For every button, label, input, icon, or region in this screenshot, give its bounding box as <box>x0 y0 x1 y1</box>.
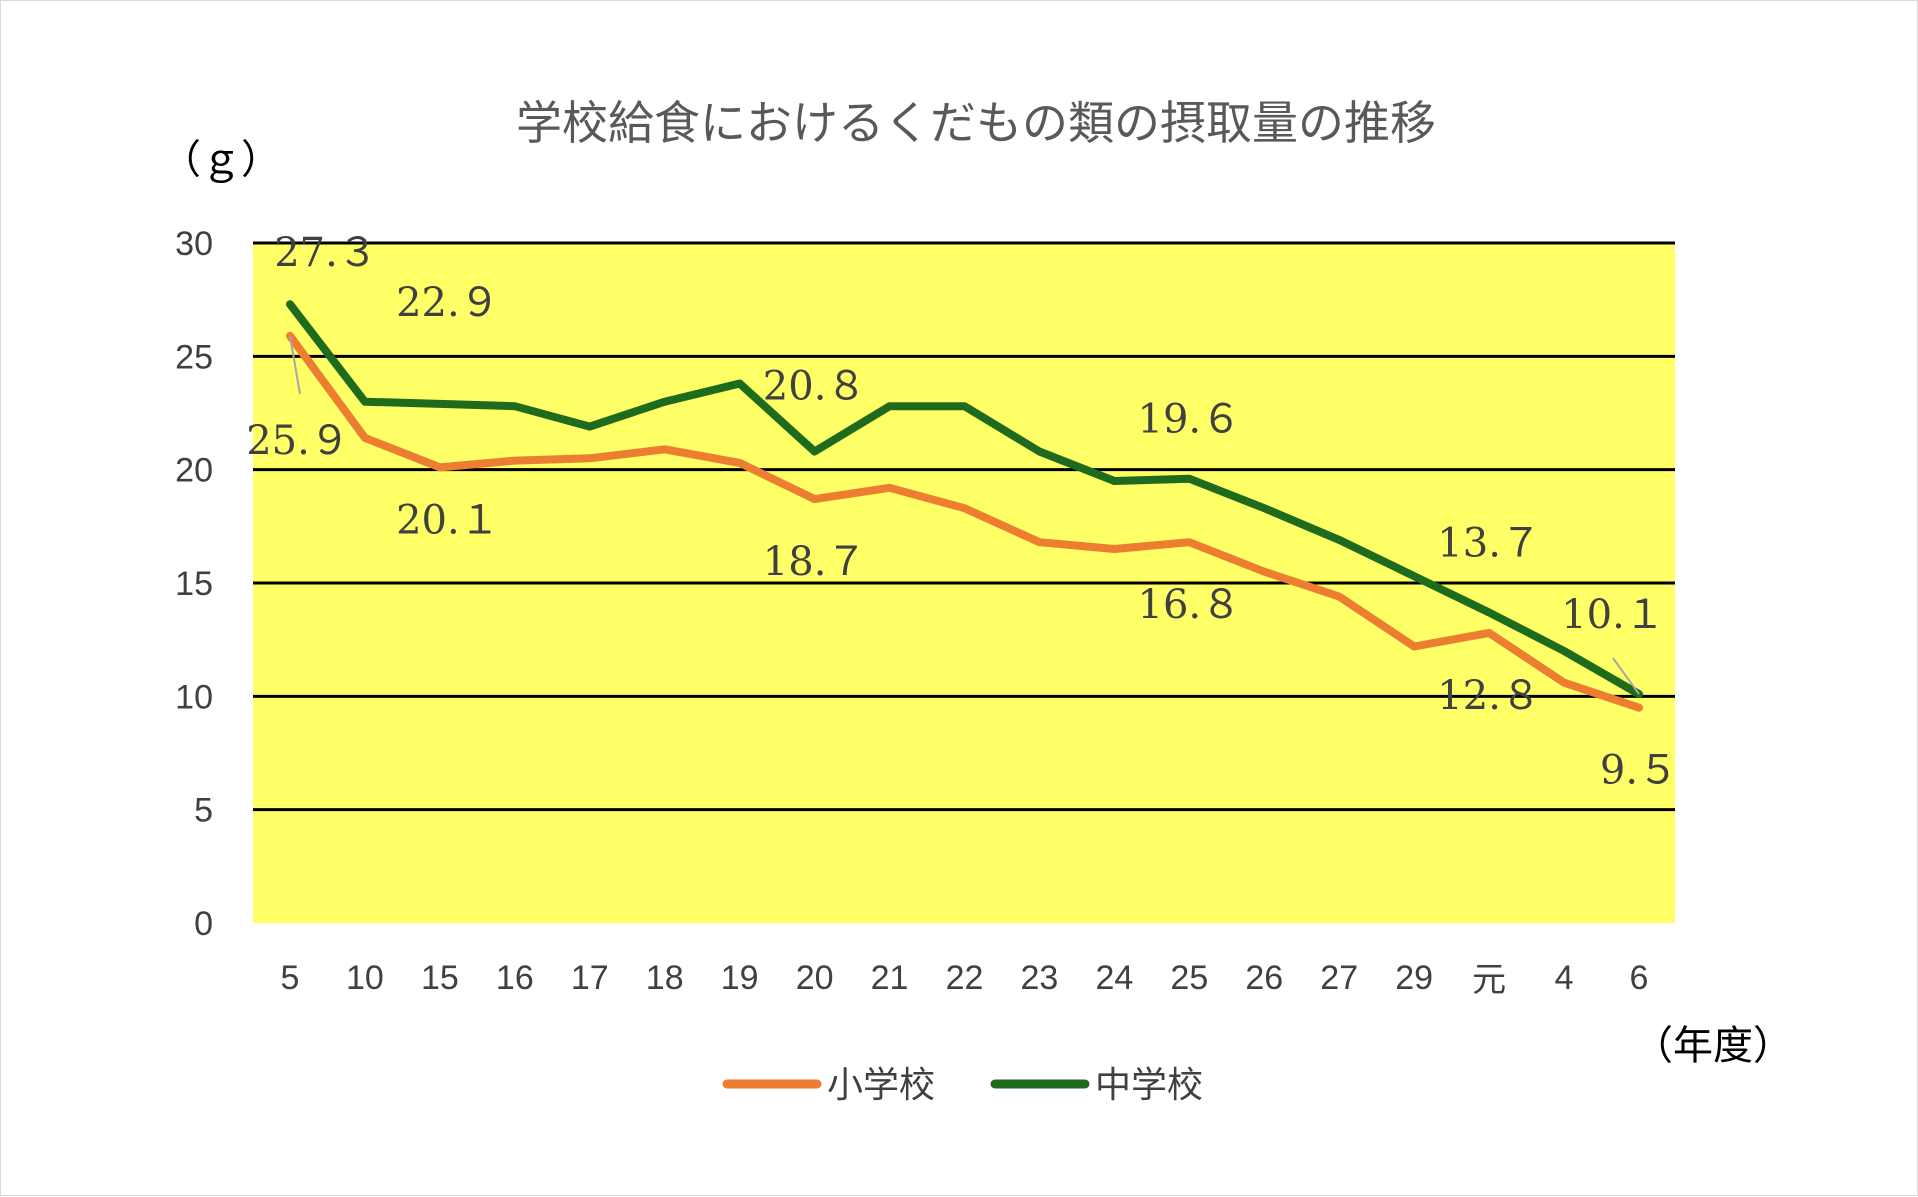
x-tick-label-16: 元 <box>1472 961 1506 999</box>
x-tick-label-1: 10 <box>346 959 384 997</box>
legend: 小学校 中学校 <box>722 1065 1203 1106</box>
x-tick-label-4: 17 <box>571 959 609 997</box>
x-tick-label-17: 4 <box>1555 959 1574 997</box>
y-axis-unit-label: （ｇ） <box>161 137 281 183</box>
data-label-2: 22.９ <box>396 280 500 326</box>
x-axis-ticks: 5 10 15 16 17 18 19 20 21 22 23 24 25 26 27 29 元 4 6 <box>281 959 1649 999</box>
chart-title: 学校給食におけるくだもの類の摂取量の推移 <box>516 96 1436 150</box>
data-labels: 27.３ 25.９ 22.９ 20.１ 20.８ 18.７ 19.６ 16.８ 13.７ 12.８… <box>246 230 1678 793</box>
x-tick-label-3: 16 <box>496 959 534 997</box>
legend-label-elementary: 小学校 <box>827 1065 935 1106</box>
series-line-elementary <box>286 331 1643 712</box>
data-label-9: 12.８ <box>1437 673 1541 719</box>
y-tick-label-15: 15 <box>175 565 213 603</box>
y-tick-label-0: 0 <box>194 905 213 943</box>
y-tick-label-25: 25 <box>175 338 213 376</box>
x-tick-label-5: 18 <box>646 959 684 997</box>
x-tick-label-2: 15 <box>421 959 459 997</box>
leader-line-0 <box>289 335 301 395</box>
data-label-7: 16.８ <box>1138 582 1242 628</box>
x-tick-label-10: 23 <box>1021 959 1059 997</box>
data-label-10: 10.１ <box>1561 592 1665 638</box>
x-axis-unit-label: （年度） <box>1633 1023 1793 1069</box>
gridlines <box>253 241 1675 812</box>
series-lines <box>286 300 1643 712</box>
x-tick-label-6: 19 <box>721 959 759 997</box>
y-axis-ticks: 0 5 10 15 20 25 30 <box>175 225 213 943</box>
y-tick-label-20: 20 <box>175 452 213 490</box>
x-tick-label-18: 6 <box>1630 959 1649 997</box>
x-tick-label-9: 22 <box>946 959 984 997</box>
data-label-11: 9.５ <box>1600 748 1678 794</box>
y-tick-label-10: 10 <box>175 678 213 716</box>
leader-line-1 <box>1612 657 1640 695</box>
x-tick-label-8: 21 <box>871 959 909 997</box>
x-tick-label-12: 25 <box>1170 959 1208 997</box>
x-tick-label-15: 29 <box>1395 959 1433 997</box>
x-tick-label-7: 20 <box>796 959 834 997</box>
data-label-6: 19.６ <box>1138 397 1242 443</box>
legend-label-junior-high: 中学校 <box>1095 1065 1203 1106</box>
data-label-8: 13.７ <box>1437 520 1541 566</box>
data-label-4: 20.８ <box>763 364 867 410</box>
x-tick-label-14: 27 <box>1320 959 1358 997</box>
x-tick-label-11: 24 <box>1095 959 1133 997</box>
label-leader-lines <box>289 335 1640 695</box>
data-label-0: 27.３ <box>274 230 378 276</box>
x-tick-label-0: 5 <box>281 959 300 997</box>
data-label-5: 18.７ <box>763 539 867 585</box>
data-label-3: 20.１ <box>396 497 500 543</box>
series-line-junior-high <box>286 300 1643 699</box>
x-tick-label-13: 26 <box>1245 959 1283 997</box>
y-tick-label-30: 30 <box>175 225 213 263</box>
y-tick-label-5: 5 <box>194 792 213 830</box>
data-label-1: 25.９ <box>246 418 350 464</box>
